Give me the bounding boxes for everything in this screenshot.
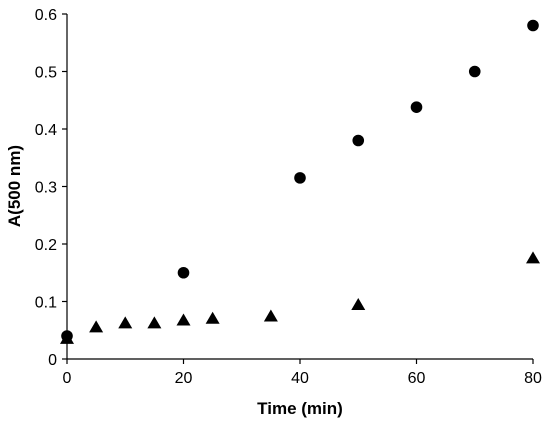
data-point-triangle bbox=[118, 316, 133, 329]
x-tick-label: 0 bbox=[63, 370, 72, 387]
y-tick-label: 0.2 bbox=[35, 237, 57, 254]
data-point-circle bbox=[527, 19, 539, 32]
y-tick-label: 0.4 bbox=[35, 122, 57, 139]
x-tick-label: 80 bbox=[524, 370, 542, 387]
y-axis-title: A(500 nm) bbox=[5, 145, 24, 227]
data-point-triangle bbox=[89, 320, 104, 333]
data-point-triangle bbox=[526, 251, 540, 264]
data-point-circle bbox=[410, 101, 423, 113]
series-circle bbox=[61, 19, 539, 342]
data-series bbox=[60, 19, 540, 344]
data-point-circle bbox=[177, 266, 190, 279]
data-point-circle bbox=[294, 172, 306, 184]
data-point-triangle bbox=[351, 297, 366, 310]
y-tick-label: 0 bbox=[48, 352, 57, 369]
data-point-triangle bbox=[205, 311, 220, 324]
x-tick-label: 40 bbox=[291, 370, 309, 387]
x-tick-label: 60 bbox=[408, 370, 426, 387]
data-point-circle bbox=[468, 65, 481, 78]
y-tick-label: 0.1 bbox=[35, 295, 57, 312]
y-tick-label: 0.5 bbox=[35, 65, 57, 82]
y-tick-label: 0.3 bbox=[35, 180, 57, 197]
x-ticks: 0 20 40 60 80 bbox=[63, 359, 542, 387]
data-point-triangle bbox=[60, 331, 74, 344]
y-tick-label: 0.6 bbox=[35, 7, 57, 24]
data-point-circle bbox=[352, 134, 365, 147]
x-tick-label: 20 bbox=[175, 370, 193, 387]
series-triangle bbox=[60, 251, 540, 344]
x-axis-title: Time (min) bbox=[257, 399, 343, 418]
y-ticks: 0 0.1 0.2 0.3 0.4 0.5 0.6 bbox=[35, 7, 67, 369]
data-point-triangle bbox=[263, 309, 278, 322]
data-point-triangle bbox=[176, 313, 191, 326]
data-point-triangle bbox=[147, 316, 162, 329]
